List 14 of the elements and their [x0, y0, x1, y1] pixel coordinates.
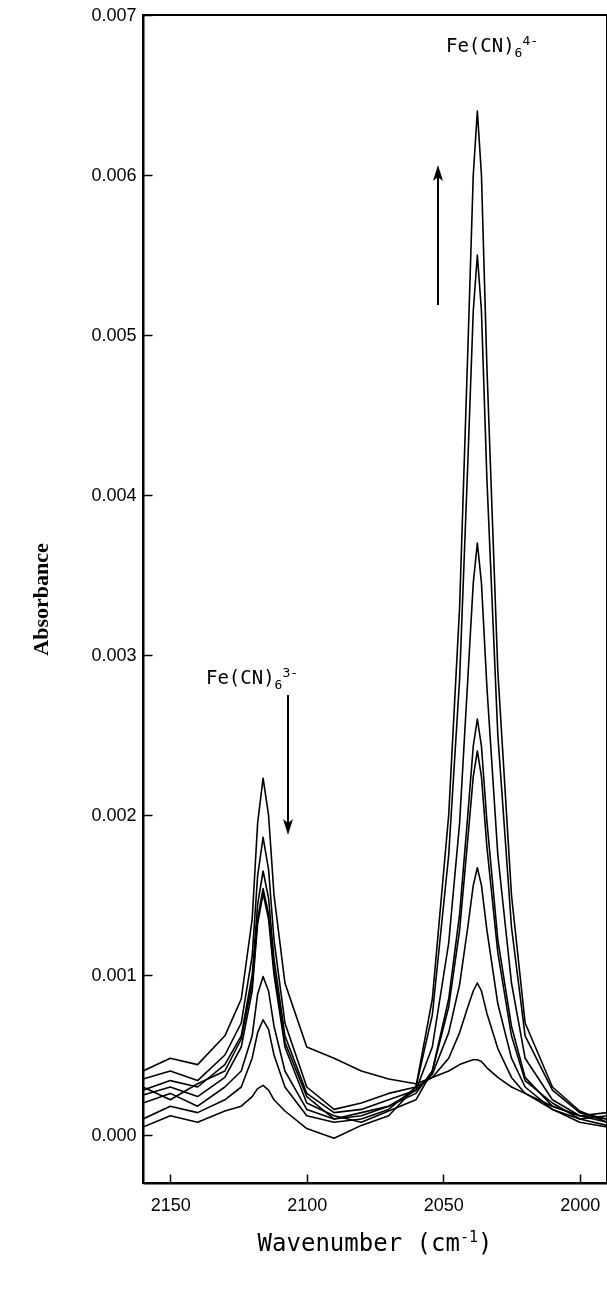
y-tick-label: 0.002	[91, 804, 137, 825]
x-tick-label: 2050	[423, 1194, 464, 1215]
y-tick-label: 0.007	[91, 4, 137, 25]
x-tick-label: 2100	[287, 1194, 328, 1215]
y-tick-label: 0.001	[91, 964, 137, 985]
y-tick-label: 0.005	[91, 324, 137, 345]
x-tick-label: 2150	[150, 1194, 191, 1215]
y-axis-title: Absorbance	[28, 543, 54, 656]
x-axis-title: Wavenumber (cm$^{-1}$)	[256, 1228, 494, 1257]
y-tick-label: 0.004	[91, 484, 137, 505]
y-tick-label: 0.006	[91, 164, 137, 185]
y-tick-label: 0.003	[91, 644, 137, 665]
x-tick-label: 2000	[560, 1194, 601, 1215]
y-tick-label: 0.000	[91, 1124, 137, 1145]
